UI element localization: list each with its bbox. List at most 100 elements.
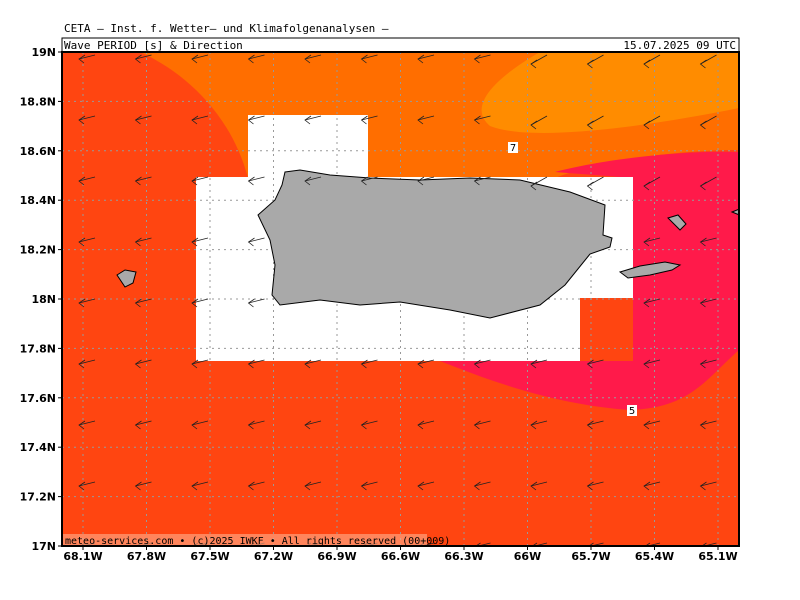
arrow-head — [530, 181, 538, 191]
header-title: CETA – Inst. f. Wetter– und Klimafolgena… — [64, 22, 389, 35]
period-region — [481, 52, 739, 133]
lat-label: 17.8N — [20, 342, 56, 355]
arrow-head — [473, 176, 481, 186]
lat-label: 17.6N — [20, 392, 56, 405]
lat-label: 18.6N — [20, 145, 56, 158]
arrow-head — [191, 298, 199, 308]
arrow-shaft — [135, 420, 152, 426]
arrow-head — [699, 298, 707, 308]
arrow-head — [247, 176, 255, 186]
arrow-head — [530, 359, 538, 369]
arrow-head — [134, 359, 142, 369]
arrow-shaft — [304, 420, 322, 426]
arrow-head — [191, 420, 199, 430]
arrow-head — [304, 115, 312, 125]
arrow-head — [360, 359, 368, 369]
lon-label: 68.1W — [63, 550, 102, 563]
arrow-head — [417, 176, 425, 186]
lat-label: 18.8N — [20, 95, 56, 108]
arrow-shaft — [643, 481, 661, 487]
arrow-shaft — [191, 54, 209, 60]
arrow-shaft — [474, 481, 491, 487]
island — [667, 214, 687, 231]
arrow-head — [247, 481, 255, 491]
arrow-shaft — [304, 359, 322, 365]
arrow-head — [699, 237, 707, 247]
lat-label: 19N — [31, 46, 56, 59]
arrow-head — [247, 359, 255, 369]
arrow-shaft — [361, 115, 378, 121]
arrow-head — [360, 176, 368, 186]
arrow-head — [643, 181, 651, 191]
arrow-shaft — [248, 54, 265, 60]
lon-label: 65.1W — [698, 550, 737, 563]
lon-label: 67.2W — [254, 550, 293, 563]
arrow-shaft — [417, 420, 435, 426]
arrow-head — [360, 481, 368, 491]
arrow-head — [417, 54, 425, 64]
lat-label: 17.4N — [20, 441, 56, 454]
arrow-head — [134, 420, 142, 430]
period-region — [440, 151, 739, 410]
arrow-shaft — [474, 176, 491, 182]
arrow-head — [699, 59, 707, 69]
arrow-shaft — [191, 359, 209, 365]
arrow-shaft — [248, 298, 265, 304]
arrow-head — [191, 237, 199, 247]
arrow-head — [643, 298, 651, 308]
arrow-shaft — [304, 176, 322, 182]
arrow-shaft — [361, 481, 378, 487]
arrow-shaft — [530, 420, 548, 426]
lon-label: 67.8W — [127, 550, 166, 563]
arrow-shaft — [78, 115, 96, 121]
lat-label: 18N — [31, 293, 56, 306]
arrow-shaft — [248, 420, 265, 426]
arrow-head — [360, 54, 368, 64]
arrow-shaft — [474, 359, 491, 365]
arrow-head — [247, 298, 255, 308]
arrow-shaft — [135, 176, 152, 182]
arrow-head — [644, 542, 651, 546]
arrow-shaft — [135, 298, 152, 304]
datetime-label: 15.07.2025 09 UTC — [623, 39, 736, 52]
arrow-shaft — [361, 359, 378, 365]
arrow-head — [643, 120, 651, 130]
arrow-shaft — [304, 481, 322, 487]
arrow-head — [643, 420, 651, 430]
arrow-head — [531, 542, 538, 546]
arrow-shaft — [700, 481, 717, 487]
arrow-head — [586, 481, 594, 491]
arrow-shaft — [474, 420, 491, 426]
arrow-head — [417, 420, 425, 430]
contour-label: 5 — [629, 406, 635, 417]
arrow-head — [588, 542, 594, 546]
arrow-head — [247, 420, 255, 430]
arrow-head — [643, 237, 651, 247]
map-field: 7 5 meteo-services.com • (c)2025 IWKF • … — [62, 52, 739, 546]
arrow-shaft — [417, 359, 435, 365]
arrow-shaft — [248, 237, 265, 243]
arrow-head — [586, 359, 594, 369]
arrow-shaft — [417, 176, 435, 182]
arrow-head — [191, 115, 199, 125]
arrow-shaft — [587, 481, 604, 487]
arrow-shaft — [191, 298, 209, 304]
arrow-shaft — [417, 115, 435, 121]
island — [730, 208, 739, 216]
arrow-head — [360, 420, 368, 430]
lat-label: 17N — [31, 540, 56, 553]
arrow-shaft — [530, 481, 548, 487]
lon-label: 65.7W — [571, 550, 610, 563]
arrow-shaft — [135, 54, 152, 60]
arrow-head — [134, 54, 142, 64]
arrow-shaft — [361, 176, 378, 182]
contour-label-bg — [627, 405, 637, 416]
arrow-shaft — [700, 420, 717, 426]
arrow-head — [530, 420, 538, 430]
arrow-shaft — [78, 481, 96, 487]
arrow-head — [134, 115, 142, 125]
arrow-head — [134, 237, 142, 247]
lon-label: 66.9W — [317, 550, 356, 563]
arrow-head — [247, 237, 255, 247]
arrow-shaft — [530, 359, 548, 365]
